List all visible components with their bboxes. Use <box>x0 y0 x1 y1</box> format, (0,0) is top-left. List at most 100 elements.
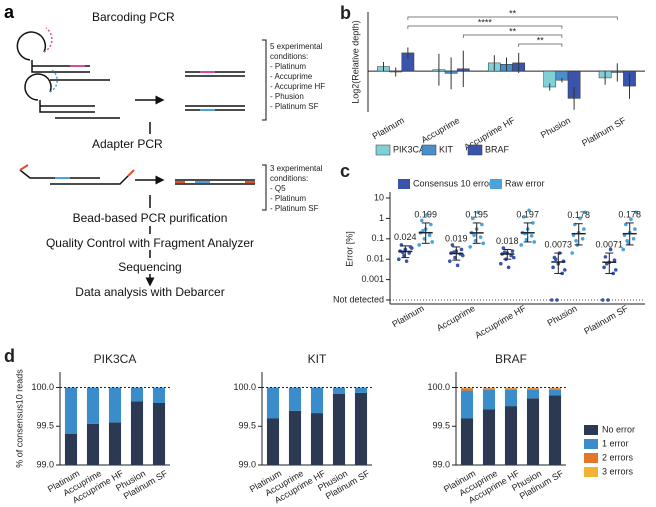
panel-label: b <box>340 3 351 23</box>
y-tick-label: 0.1 <box>371 233 384 243</box>
legend-label: Consensus 10 error <box>413 178 492 188</box>
dot <box>476 210 480 215</box>
legend-label: KIT <box>439 144 454 154</box>
dot <box>430 240 435 244</box>
bar-segment <box>526 388 540 390</box>
significance-bracket <box>407 25 563 29</box>
bar-segment <box>310 387 324 414</box>
bar-segment <box>108 422 122 465</box>
bar-segment <box>354 387 368 393</box>
y-tick-label: 99.5 <box>432 421 450 431</box>
dot <box>634 210 638 215</box>
legend-swatch <box>467 144 483 156</box>
bar-segment <box>548 389 562 396</box>
bar-segment <box>460 390 474 419</box>
condition: 3 experimental conditions: <box>270 164 323 183</box>
bar-segment <box>548 387 562 389</box>
bar-segment <box>108 387 122 423</box>
dot <box>555 298 559 302</box>
bar-segment <box>460 387 474 389</box>
dot <box>468 245 473 249</box>
significance-label: ** <box>537 35 545 45</box>
bar-segment <box>526 398 540 465</box>
bar-segment <box>548 388 562 390</box>
y-tick-label: 99.0 <box>432 459 450 469</box>
panel-label: a <box>4 2 15 22</box>
dot <box>601 298 605 302</box>
dot <box>580 237 585 241</box>
bar-segment <box>504 406 518 465</box>
dot <box>631 237 636 241</box>
condition: - Q5 <box>270 184 286 193</box>
dot <box>527 208 531 213</box>
dot <box>563 268 567 272</box>
legend-swatch <box>490 179 502 189</box>
y-tick-label: 99.5 <box>238 421 256 431</box>
dot <box>624 222 628 227</box>
dot <box>459 247 464 252</box>
bar-segment <box>332 387 346 394</box>
condition: 5 experimental conditions: <box>270 42 323 61</box>
y-axis-label: % of consensus10 reads <box>14 369 24 468</box>
value-label: 0.197 <box>516 209 539 219</box>
bar-segment <box>86 423 100 465</box>
y-tick-label: Not detected <box>333 294 384 304</box>
dot <box>621 247 625 252</box>
significance-bracket <box>518 43 563 47</box>
dot <box>583 210 587 215</box>
dot <box>512 255 516 260</box>
dot <box>602 265 606 270</box>
step: Bead-based PCR purification <box>72 211 228 225</box>
dot <box>472 233 476 238</box>
significance-label: ** <box>509 8 517 18</box>
conditions: 5 experimental conditions: - Platinum - … <box>270 42 340 112</box>
value-label: 0.019 <box>445 233 468 243</box>
condition: - Accuprime HF <box>270 82 326 91</box>
bar-segment <box>482 388 496 390</box>
dot <box>574 238 578 243</box>
bar-segment <box>266 418 280 465</box>
dot <box>429 222 433 227</box>
bar-segment <box>130 387 144 402</box>
bar-segment <box>354 392 368 465</box>
value-label: 0.0071 <box>596 239 624 249</box>
dot <box>425 213 429 217</box>
step: Sequencing <box>118 260 182 274</box>
significance-label: **** <box>478 17 493 27</box>
y-tick-label: 100.0 <box>427 382 450 392</box>
condition: - Platinum SF <box>270 102 319 111</box>
significance-bracket <box>462 34 563 38</box>
condition: - Platinum SF <box>270 204 319 213</box>
x-tick-label: Phusion <box>539 115 572 140</box>
significance-bracket <box>407 16 618 20</box>
x-tick-label: Platinum <box>390 303 425 329</box>
bar-segment <box>152 403 166 465</box>
bar-segment <box>482 389 496 410</box>
y-axis-label: Error [%] <box>344 231 354 267</box>
panel-label: d <box>4 346 15 366</box>
dot <box>450 243 455 247</box>
value-label: 0.195 <box>465 209 488 219</box>
bar-segment <box>64 434 78 465</box>
chart-title: PIK3CA <box>94 352 137 366</box>
condition: - Platinum <box>270 194 307 203</box>
legend-label: 1 error <box>602 438 629 448</box>
dot <box>606 298 610 302</box>
x-tick-label: Phusion <box>546 303 579 328</box>
dot <box>522 214 526 219</box>
bar-segment <box>460 388 474 391</box>
chart-title: BRAF <box>495 352 527 366</box>
legend-label: 3 errors <box>602 466 634 476</box>
significance-label: ** <box>509 26 517 36</box>
y-tick-label: 99.5 <box>36 421 54 431</box>
dot <box>570 251 574 255</box>
bar-segment <box>152 387 166 403</box>
dot <box>478 235 483 239</box>
step: Adapter PCR <box>92 137 163 151</box>
legend-swatch <box>375 144 391 156</box>
chart-title: KIT <box>308 352 327 366</box>
legend-label: PIK3CA <box>393 144 425 154</box>
y-tick-label: 1 <box>379 213 384 223</box>
